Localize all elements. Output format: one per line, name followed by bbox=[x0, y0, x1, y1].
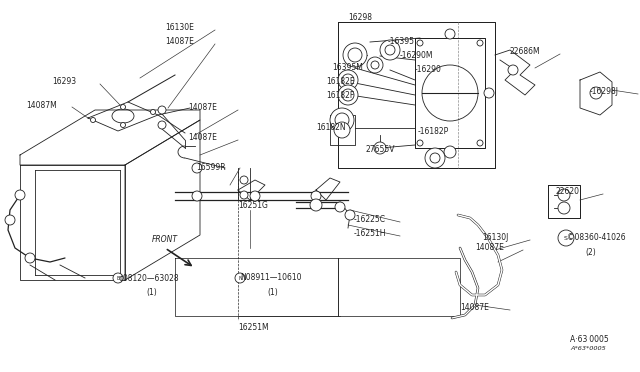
Circle shape bbox=[235, 273, 245, 283]
Circle shape bbox=[330, 108, 354, 132]
Text: 14087E: 14087E bbox=[165, 38, 194, 46]
Circle shape bbox=[311, 191, 321, 201]
Text: 16130J: 16130J bbox=[482, 234, 508, 243]
Circle shape bbox=[477, 40, 483, 46]
Text: 16599R: 16599R bbox=[196, 164, 226, 173]
Text: -16290M: -16290M bbox=[400, 51, 433, 61]
Circle shape bbox=[90, 118, 95, 122]
Text: 14087M: 14087M bbox=[26, 100, 57, 109]
Text: (1): (1) bbox=[267, 288, 278, 296]
Circle shape bbox=[310, 199, 322, 211]
Text: 14087E: 14087E bbox=[188, 134, 217, 142]
Text: 16298: 16298 bbox=[348, 13, 372, 22]
Circle shape bbox=[343, 43, 367, 67]
Text: N08911—10610: N08911—10610 bbox=[240, 273, 301, 282]
Circle shape bbox=[158, 106, 166, 114]
Text: 14087E: 14087E bbox=[475, 244, 504, 253]
Text: 22620: 22620 bbox=[555, 187, 579, 196]
Polygon shape bbox=[125, 120, 200, 280]
Circle shape bbox=[374, 142, 386, 154]
Text: 16293: 16293 bbox=[52, 77, 76, 87]
Circle shape bbox=[158, 121, 166, 129]
Circle shape bbox=[240, 176, 248, 184]
Circle shape bbox=[334, 122, 350, 138]
Polygon shape bbox=[238, 180, 265, 200]
Circle shape bbox=[558, 230, 574, 246]
Circle shape bbox=[250, 191, 260, 201]
Text: N: N bbox=[238, 276, 242, 280]
Circle shape bbox=[113, 273, 123, 283]
Text: ¢08120—63028: ¢08120—63028 bbox=[118, 273, 179, 282]
Polygon shape bbox=[580, 72, 612, 115]
Text: 14087E: 14087E bbox=[460, 304, 489, 312]
Polygon shape bbox=[88, 102, 158, 131]
Circle shape bbox=[367, 57, 383, 73]
Polygon shape bbox=[330, 115, 355, 145]
Circle shape bbox=[345, 210, 355, 220]
Circle shape bbox=[5, 215, 15, 225]
Text: B: B bbox=[116, 276, 120, 280]
Text: -16251H: -16251H bbox=[354, 230, 387, 238]
Circle shape bbox=[240, 191, 248, 199]
Circle shape bbox=[120, 122, 125, 128]
Polygon shape bbox=[316, 178, 340, 200]
Circle shape bbox=[430, 153, 440, 163]
Text: 16182N: 16182N bbox=[316, 124, 346, 132]
Polygon shape bbox=[20, 165, 125, 280]
Circle shape bbox=[558, 202, 570, 214]
Polygon shape bbox=[20, 110, 200, 165]
Text: -16298J: -16298J bbox=[590, 87, 619, 96]
Circle shape bbox=[484, 88, 494, 98]
Circle shape bbox=[371, 61, 379, 69]
Circle shape bbox=[25, 253, 35, 263]
Circle shape bbox=[338, 70, 358, 90]
Text: (1): (1) bbox=[146, 288, 157, 296]
Circle shape bbox=[335, 202, 345, 212]
Text: (2): (2) bbox=[585, 247, 596, 257]
Circle shape bbox=[417, 140, 423, 146]
Polygon shape bbox=[548, 185, 580, 218]
Circle shape bbox=[385, 45, 395, 55]
Text: 14087E: 14087E bbox=[188, 103, 217, 112]
Text: 16251M: 16251M bbox=[238, 324, 269, 333]
Circle shape bbox=[444, 146, 456, 158]
Text: S: S bbox=[564, 235, 568, 241]
Text: A*63*0005: A*63*0005 bbox=[570, 346, 605, 350]
Circle shape bbox=[120, 105, 125, 109]
Text: 16182F: 16182F bbox=[326, 92, 355, 100]
Circle shape bbox=[192, 163, 202, 173]
Polygon shape bbox=[415, 38, 485, 148]
Circle shape bbox=[590, 87, 602, 99]
Text: -16225C: -16225C bbox=[354, 215, 386, 224]
Text: 27655V: 27655V bbox=[365, 145, 394, 154]
Text: 16395M: 16395M bbox=[332, 64, 363, 73]
Text: -16182P: -16182P bbox=[418, 128, 449, 137]
Circle shape bbox=[477, 140, 483, 146]
Circle shape bbox=[425, 148, 445, 168]
Text: FRONT: FRONT bbox=[152, 235, 178, 244]
Circle shape bbox=[380, 40, 400, 60]
Circle shape bbox=[445, 29, 455, 39]
Circle shape bbox=[558, 189, 570, 201]
Circle shape bbox=[348, 48, 362, 62]
Circle shape bbox=[150, 109, 156, 115]
Circle shape bbox=[15, 190, 25, 200]
Text: ©08360‐41026: ©08360‐41026 bbox=[567, 234, 626, 243]
Circle shape bbox=[192, 191, 202, 201]
Circle shape bbox=[508, 65, 518, 75]
Circle shape bbox=[312, 191, 320, 199]
Text: 22686M: 22686M bbox=[510, 48, 541, 57]
Text: A·63 0005: A·63 0005 bbox=[570, 336, 609, 344]
Text: -16395: -16395 bbox=[388, 38, 415, 46]
Text: 16130E: 16130E bbox=[165, 23, 194, 32]
Text: 16251G: 16251G bbox=[238, 202, 268, 211]
Circle shape bbox=[338, 85, 358, 105]
Circle shape bbox=[417, 40, 423, 46]
Text: -16290: -16290 bbox=[415, 65, 442, 74]
Text: 16182E: 16182E bbox=[326, 77, 355, 87]
